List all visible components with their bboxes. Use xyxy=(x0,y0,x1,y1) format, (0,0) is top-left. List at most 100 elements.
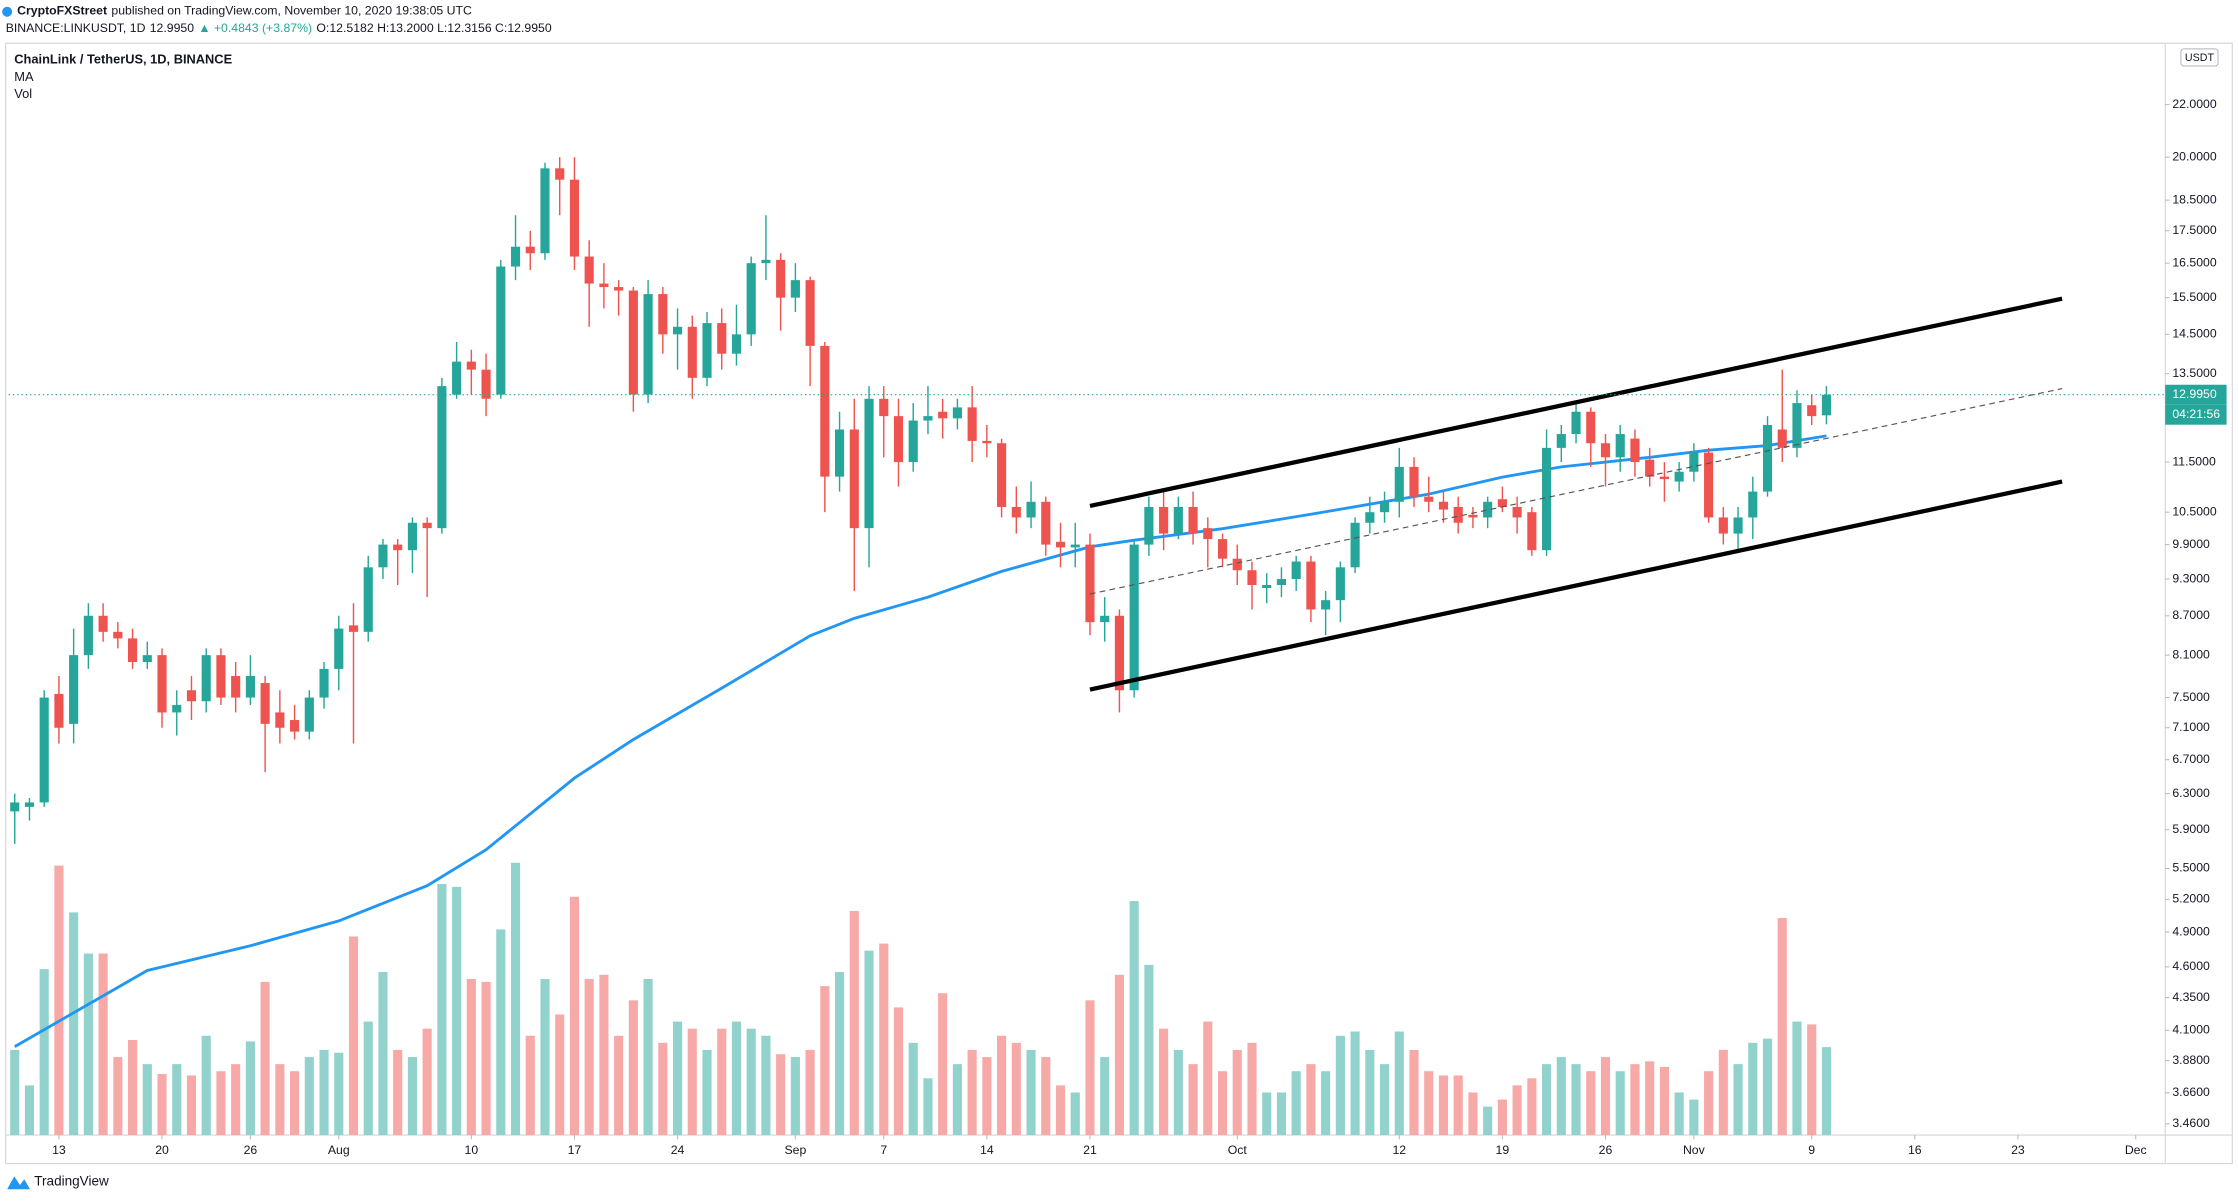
volume-bar xyxy=(1011,1042,1021,1136)
countdown: 04:21:56 xyxy=(2172,407,2220,421)
price-layer xyxy=(5,157,2166,1048)
y-tick-label: 11.5000 xyxy=(2172,454,2216,468)
volume-bar xyxy=(908,1042,918,1136)
candle-body xyxy=(452,361,462,395)
candle-body xyxy=(717,323,727,354)
candle-body xyxy=(231,675,241,698)
y-tick-label: 18.5000 xyxy=(2172,192,2217,206)
volume-bar xyxy=(1217,1071,1228,1136)
candle-body xyxy=(1527,512,1537,551)
volume-bar xyxy=(510,862,521,1136)
y-tick-label: 3.4600 xyxy=(2172,1116,2210,1130)
volume-bar xyxy=(1070,1092,1080,1136)
candle-body xyxy=(643,294,653,395)
candle-body xyxy=(172,704,182,713)
candle-body xyxy=(1291,561,1301,580)
candle-body xyxy=(1674,471,1684,482)
candle-body xyxy=(1055,541,1066,548)
candle-body xyxy=(1306,561,1316,610)
candle-body xyxy=(437,386,447,529)
currency: USDT xyxy=(2185,52,2215,64)
candle-body xyxy=(1571,411,1581,435)
volume-bar xyxy=(658,1042,668,1136)
volume-bar xyxy=(496,929,506,1136)
volume-bar xyxy=(1659,1066,1669,1136)
candle-body xyxy=(393,544,403,551)
candle-body xyxy=(1085,544,1095,623)
candle-body xyxy=(731,334,742,354)
candle-body xyxy=(746,263,756,335)
volume-bar xyxy=(672,1021,683,1136)
candle-body xyxy=(1262,584,1272,588)
symbol-line: BINANCE:LINKUSDT, 1D 12.9950 ▲ +0.4843 (+3… xyxy=(6,21,552,35)
volume-bar xyxy=(1821,1047,1831,1136)
candle-body xyxy=(835,429,845,477)
volume-bar xyxy=(1615,1071,1625,1136)
volume-bar xyxy=(1453,1075,1463,1136)
candle-body xyxy=(1733,517,1743,534)
candle-body xyxy=(24,802,35,807)
volume-bar xyxy=(1424,1071,1434,1136)
volume-bar xyxy=(1733,1064,1743,1136)
volume-bar xyxy=(923,1078,933,1136)
volume-bar xyxy=(231,1064,241,1136)
candle-body xyxy=(1821,394,1831,416)
candle-body xyxy=(142,655,152,662)
candle-body xyxy=(1615,434,1625,458)
x-tick-label: 26 xyxy=(1599,1143,1613,1157)
channel-line xyxy=(1089,479,2063,692)
candle-body xyxy=(982,440,992,444)
candle-body xyxy=(672,326,683,335)
volume-bar xyxy=(1144,964,1154,1136)
volume-bar xyxy=(687,1028,697,1136)
candle-body xyxy=(1748,491,1758,518)
volume-bar xyxy=(275,1064,285,1136)
volume-bar xyxy=(1586,1071,1596,1136)
candle-body xyxy=(628,290,638,395)
y-tick-label: 10.5000 xyxy=(2172,504,2217,518)
candle-body xyxy=(1011,506,1021,518)
candle-body xyxy=(275,712,285,728)
candle-body xyxy=(952,407,962,419)
volume-bar xyxy=(83,953,93,1136)
y-tick-label: 5.5000 xyxy=(2172,861,2210,875)
x-tick-label: 13 xyxy=(52,1143,66,1157)
x-tick-label: 10 xyxy=(465,1143,479,1157)
vol-legend: Vol xyxy=(14,86,32,101)
candle-body xyxy=(334,628,344,669)
volume-bar xyxy=(1335,1035,1345,1136)
volume-bar xyxy=(790,1057,800,1136)
volume-bar xyxy=(422,1028,432,1136)
volume-bar xyxy=(452,886,462,1136)
candle-body xyxy=(525,246,535,254)
candle-body xyxy=(1468,514,1478,518)
candle-body xyxy=(245,675,255,698)
y-tick-label: 5.9000 xyxy=(2172,822,2210,836)
candle-body xyxy=(1512,506,1522,518)
candle-body xyxy=(687,326,697,378)
volume-bar xyxy=(1114,974,1124,1136)
volume-bar xyxy=(614,1035,624,1136)
volume-bar xyxy=(643,979,653,1136)
y-tick-label: 6.3000 xyxy=(2172,786,2210,800)
candle-body xyxy=(39,697,49,803)
candle-body xyxy=(864,398,874,529)
volume-bar xyxy=(702,1049,712,1136)
candle-body xyxy=(186,690,197,702)
volume-bar xyxy=(1232,1049,1242,1136)
candle-body xyxy=(1100,615,1110,623)
candle-body xyxy=(1777,429,1787,448)
volume-bar xyxy=(172,1064,182,1136)
candle-body xyxy=(790,280,800,298)
volume-bar xyxy=(290,1071,300,1136)
volume-bar xyxy=(893,1007,904,1136)
candle-body xyxy=(1365,512,1375,523)
candle-body xyxy=(614,287,624,291)
symbol: BINANCE:LINKUSDT, 1D xyxy=(6,21,146,35)
y-tick-label: 20.0000 xyxy=(2172,149,2217,163)
volume-bar xyxy=(1777,918,1787,1136)
candle-body xyxy=(1807,405,1817,417)
volume-bar xyxy=(540,979,550,1136)
y-tick-label: 8.7000 xyxy=(2172,608,2210,622)
volume-bar xyxy=(186,1075,197,1136)
